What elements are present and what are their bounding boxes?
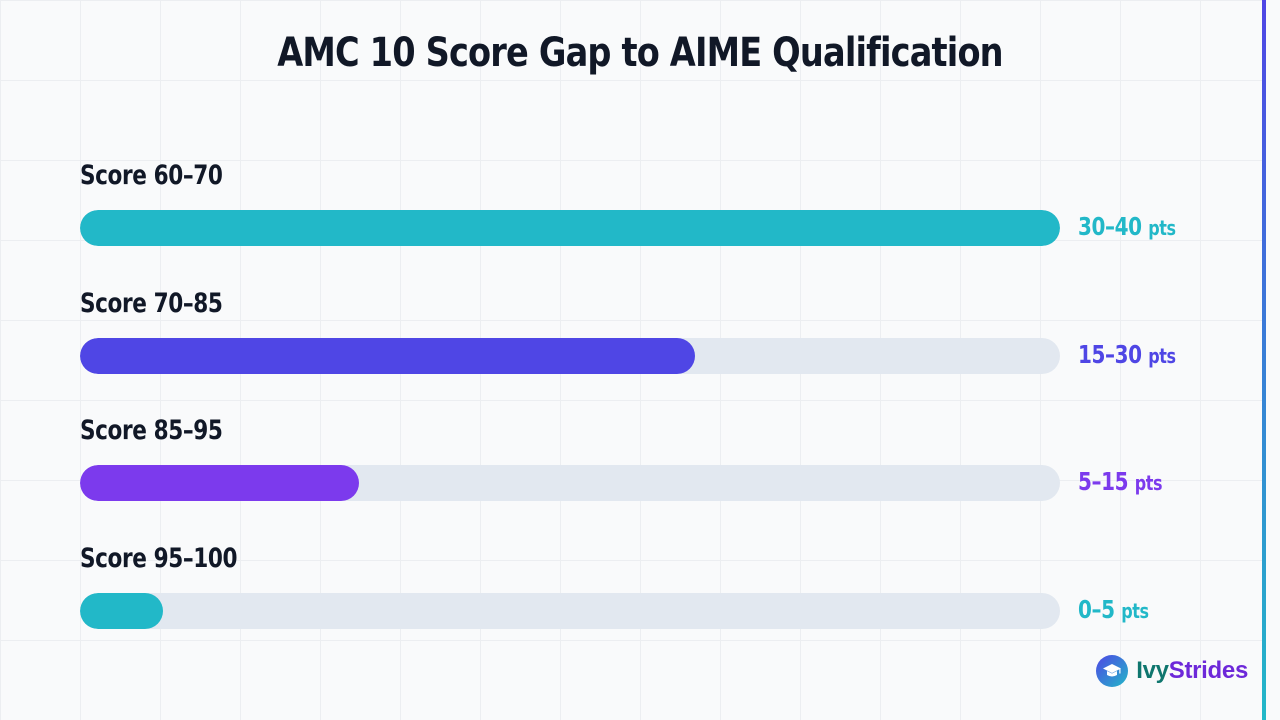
graduation-cap-icon [1096, 655, 1129, 687]
category-label: Score 95–100 [80, 542, 238, 574]
category-label: Score 70–85 [80, 287, 223, 319]
value-label: 5–15 pts [1078, 467, 1163, 496]
bar-track [80, 337, 1060, 374]
brand-logo: IvyStrides [1096, 654, 1248, 688]
value-label: 15–30 pts [1078, 340, 1176, 369]
value-label-range: 5–15 [1078, 467, 1129, 496]
bar-track [80, 210, 1060, 246]
bar-track [80, 592, 1060, 629]
value-label-range: 30–40 [1078, 212, 1142, 241]
accent-strip [1262, 0, 1266, 720]
category-label: Score 85–95 [80, 415, 223, 446]
bar-track [80, 465, 1060, 501]
brand-name-part1: Ivy [1136, 657, 1169, 684]
category-label: Score 60–70 [80, 160, 223, 191]
right-edge [1266, 0, 1280, 720]
brand-name: IvyStrides [1136, 657, 1248, 685]
bar [80, 465, 359, 501]
brand-name-part2: Strides [1168, 657, 1249, 684]
bar [80, 337, 695, 374]
value-label-unit: pts [1148, 343, 1176, 368]
chart-title: AMC 10 Score Gap to AIME Qualification [277, 30, 1003, 76]
value-label: 0–5 pts [1078, 595, 1149, 624]
value-label-range: 0–5 [1078, 594, 1115, 624]
value-label-unit: pts [1121, 598, 1149, 623]
value-label-unit: pts [1148, 216, 1176, 240]
bar [80, 210, 1060, 246]
value-label-range: 15–30 [1078, 339, 1142, 369]
value-label-unit: pts [1134, 471, 1163, 495]
bar [80, 592, 163, 629]
value-label: 30–40 pts [1078, 212, 1176, 241]
